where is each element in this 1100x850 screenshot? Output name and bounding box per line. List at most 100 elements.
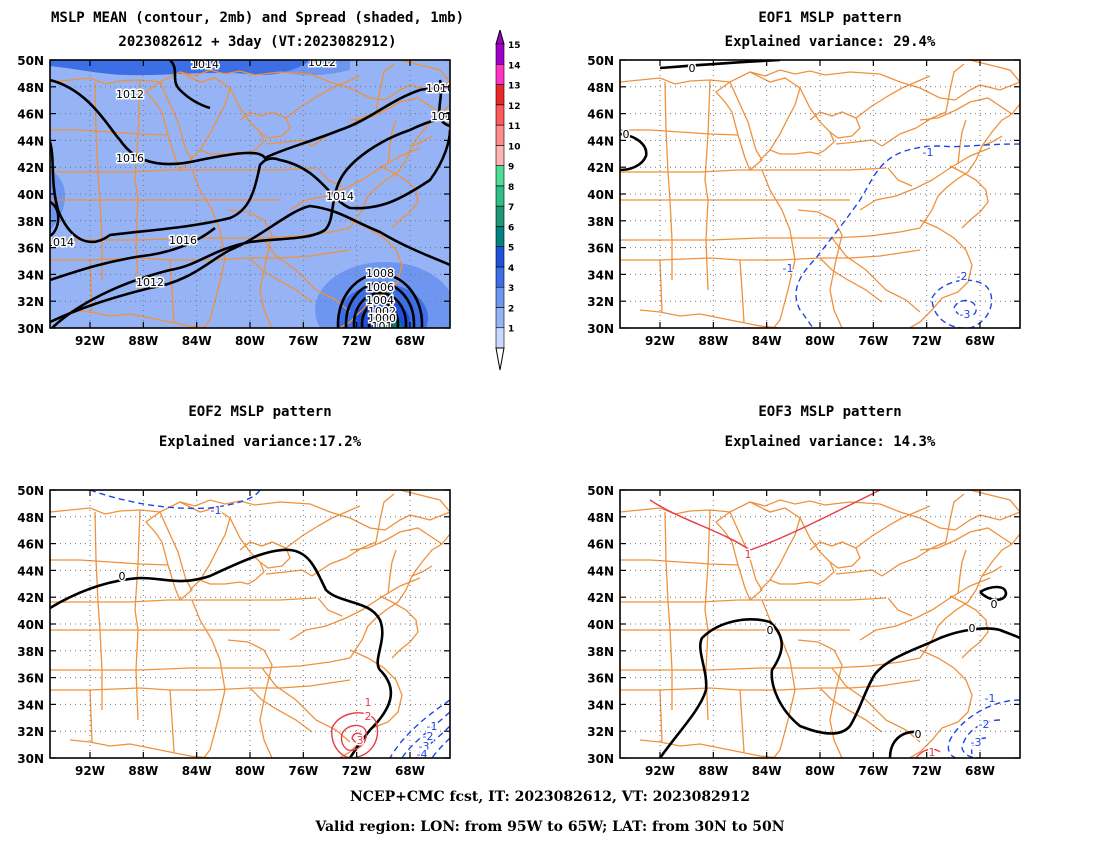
colorbar-swatch <box>495 226 505 247</box>
lat-tick-label: 46N <box>587 538 614 552</box>
contour-line <box>50 548 393 758</box>
lon-tick-label: 84W <box>752 334 782 348</box>
lat-tick-label: 32N <box>17 295 44 309</box>
contour-label: -2 <box>423 730 434 743</box>
contour-line <box>360 300 400 328</box>
lat-tick-label: 40N <box>17 618 44 632</box>
contour-line <box>961 719 1001 758</box>
lat-tick-label: 36N <box>17 242 44 256</box>
lat-tick-label: 34N <box>17 698 44 712</box>
lon-tick-label: 88W <box>698 764 728 778</box>
colorbar-swatch <box>495 327 505 349</box>
mean-title-2: 2023082612 + 3day (VT:2023082912) <box>118 34 397 50</box>
contour-line <box>415 725 450 758</box>
contour-line <box>915 748 941 758</box>
contour-label: 0 <box>119 570 126 583</box>
contour-line <box>367 308 393 328</box>
lon-tick-label: 72W <box>342 764 372 778</box>
lat-tick-label: 36N <box>587 672 614 686</box>
footer-line-2: Valid region: LON: from 95W to 65W; LAT:… <box>315 819 785 835</box>
eof2-map-panel: -10123-1-2-3-430N32N34N36N38N40N42N44N46… <box>17 484 451 778</box>
lat-tick-label: 30N <box>17 752 44 766</box>
contour-line <box>931 279 993 328</box>
lat-tick-label: 38N <box>17 215 44 229</box>
contour-line <box>401 711 450 758</box>
contour-label: 101 <box>372 320 393 333</box>
lat-tick-label: 48N <box>17 81 44 95</box>
lat-tick-label: 40N <box>17 188 44 202</box>
lon-tick-label: 92W <box>75 334 105 348</box>
colorbar-label: 11 <box>508 122 521 132</box>
lat-tick-label: 50N <box>587 54 614 68</box>
contour-label: 0 <box>623 128 630 141</box>
contour-label: 1 <box>745 548 752 561</box>
contour-label: -1 <box>427 720 438 733</box>
spread-colorbar: 1 2 3 4 5 6 7 8 9 10 11 12 13 14 15 <box>494 28 534 375</box>
colorbar-label: 4 <box>508 264 514 274</box>
contour-label: 1012 <box>116 88 144 101</box>
contour-label: -3 <box>960 308 971 321</box>
contour-line <box>947 699 1020 758</box>
contour-label: -4 <box>417 748 428 761</box>
lat-tick-label: 50N <box>587 484 614 498</box>
contour-line <box>50 114 450 328</box>
contour-label: -3 <box>971 736 982 749</box>
lat-tick-label: 32N <box>587 295 614 309</box>
lon-tick-label: 72W <box>912 764 942 778</box>
contour-label: 1008 <box>366 267 394 280</box>
colorbar-label: 9 <box>508 163 514 173</box>
lat-tick-label: 32N <box>587 725 614 739</box>
colorbar-label: 7 <box>508 203 514 213</box>
lat-tick-label: 42N <box>587 591 614 605</box>
colorbar-swatch <box>495 124 505 146</box>
contour-line <box>351 732 364 744</box>
lat-tick-label: 38N <box>17 645 44 659</box>
colorbar-swatch <box>495 205 505 227</box>
lon-tick-label: 92W <box>75 764 105 778</box>
contour-label: -1 <box>783 262 794 275</box>
colorbar-label: 12 <box>508 102 521 112</box>
eof3-title-1: EOF3 MSLP pattern <box>758 404 902 420</box>
colorbar-label: 10 <box>508 142 521 152</box>
eof1-title-1: EOF1 MSLP pattern <box>758 10 902 26</box>
contour-line <box>373 315 387 328</box>
contour-label: 1000 <box>368 312 396 325</box>
contour-line <box>888 730 921 758</box>
contour-line <box>50 226 216 282</box>
contour-label: -3 <box>419 740 430 753</box>
colorbar-label: 13 <box>508 82 521 92</box>
lat-tick-label: 42N <box>17 161 44 175</box>
lon-tick-label: 68W <box>965 764 995 778</box>
colorbar-label: 1 <box>508 325 514 335</box>
colorbar-label: 3 <box>508 284 514 294</box>
contour-line <box>89 490 261 510</box>
lat-tick-label: 48N <box>587 511 614 525</box>
lon-tick-label: 76W <box>858 764 888 778</box>
colorbar-swatch <box>495 307 505 329</box>
eof3-map-panel: 10000-1-2-3130N32N34N36N38N40N42N44N46N4… <box>587 484 1021 778</box>
contour-label: -1 <box>923 146 934 159</box>
lat-tick-label: 36N <box>587 242 614 256</box>
contour-line <box>979 585 1008 602</box>
lat-tick-label: 30N <box>17 322 44 336</box>
lat-tick-label: 38N <box>587 645 614 659</box>
lat-tick-label: 50N <box>17 54 44 68</box>
contour-label: 0 <box>969 622 976 635</box>
lon-tick-label: 88W <box>128 334 158 348</box>
lat-tick-label: 46N <box>17 108 44 122</box>
eof1-title-2: Explained variance: 29.4% <box>724 34 936 50</box>
contour-label: -2 <box>979 718 990 731</box>
lat-tick-label: 44N <box>17 564 44 578</box>
colorbar-label: 8 <box>508 183 514 193</box>
contour-line <box>331 712 379 758</box>
contour-label: 1016 <box>116 152 144 165</box>
contour-label: 0 <box>991 598 998 611</box>
colorbar-cap <box>495 28 505 45</box>
contour-line <box>389 699 450 758</box>
colorbar-swatch <box>495 286 505 308</box>
contour-label: 1014 <box>46 236 74 249</box>
eof2-title-2: Explained variance:17.2% <box>158 434 362 450</box>
contour-label: 3 <box>357 734 364 747</box>
lon-tick-label: 88W <box>698 334 728 348</box>
colorbar-swatch <box>495 266 505 288</box>
